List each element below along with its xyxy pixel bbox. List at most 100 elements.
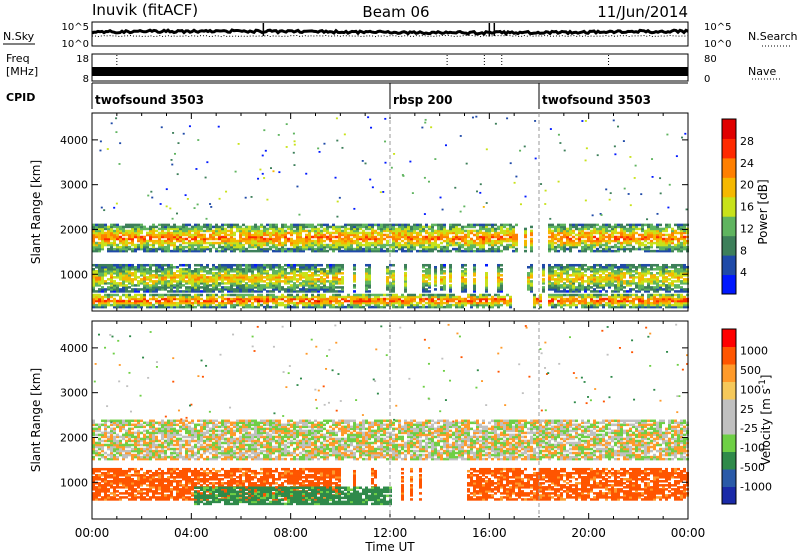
power-cell (347, 305, 350, 309)
power-cell (434, 305, 437, 309)
power-cell (302, 293, 305, 297)
power-cell (101, 274, 104, 277)
power-cell (599, 295, 602, 299)
power-cell (557, 293, 560, 297)
power-cell (137, 233, 140, 237)
power-cell (149, 305, 152, 309)
power-cell (263, 280, 266, 283)
power-cell (638, 227, 641, 231)
power-cell (320, 301, 323, 305)
power-cell (446, 231, 449, 235)
power-cell (251, 233, 254, 237)
power-cell (110, 299, 113, 303)
power-cell (131, 284, 134, 287)
power-cell (488, 237, 491, 241)
power-cell (524, 243, 527, 247)
power-cell (155, 284, 158, 287)
power-cell (335, 265, 338, 269)
power-cell (338, 239, 341, 243)
power-cell (239, 278, 242, 281)
power-cell (299, 263, 302, 267)
power-cell (575, 243, 578, 247)
power-cell (344, 223, 347, 227)
power-cell (311, 247, 314, 251)
power-cell (461, 227, 464, 231)
power-cell (638, 265, 641, 269)
power-cell (101, 229, 104, 233)
power-cell (338, 270, 341, 273)
power-cell (434, 245, 437, 249)
power-cell (299, 274, 302, 277)
power-cell (332, 286, 335, 289)
power-cell (164, 263, 167, 267)
power-cell (485, 284, 488, 287)
power-cell (428, 270, 431, 273)
power-cell (611, 229, 614, 233)
power-cell (308, 225, 311, 229)
power-cell (635, 272, 638, 275)
power-cell (623, 297, 626, 301)
power-cell (668, 297, 671, 301)
power-cell (281, 241, 284, 245)
power-cell (260, 280, 263, 283)
power-cell (368, 299, 371, 303)
power-cell (269, 295, 272, 299)
power-cell (647, 303, 650, 307)
power-cell (314, 231, 317, 235)
power-cell (299, 301, 302, 305)
power-cell (197, 303, 200, 307)
power-cell (497, 290, 500, 293)
power-cell (92, 247, 95, 251)
power-cell (170, 301, 173, 305)
power-cell (359, 243, 362, 247)
power-cell (488, 227, 491, 231)
power-cell (293, 239, 296, 243)
power-cell (302, 276, 305, 279)
power-cell (455, 227, 458, 231)
power-cell (497, 295, 500, 299)
power-cell (356, 239, 359, 243)
power-cell (248, 290, 251, 293)
power-cell (587, 239, 590, 243)
power-cell (485, 237, 488, 241)
power-cell (644, 237, 647, 241)
power-cell (311, 223, 314, 227)
power-cell (395, 299, 398, 303)
power-cell (176, 297, 179, 301)
power-cell (548, 299, 551, 303)
power-cell (257, 267, 260, 271)
power-cell (272, 272, 275, 275)
power-cell (632, 247, 635, 251)
power-cell (143, 301, 146, 305)
power-cell (155, 272, 158, 275)
power-cell (659, 301, 662, 305)
power-cell (458, 303, 461, 307)
power-cell (131, 241, 134, 245)
power-cell (602, 303, 605, 307)
power-cell (296, 227, 299, 231)
power-cell (338, 229, 341, 233)
power-cell (299, 267, 302, 271)
power-cell (425, 297, 428, 301)
power-cell (308, 270, 311, 273)
power-cell (608, 249, 611, 253)
power-cell (635, 286, 638, 289)
power-cell (344, 245, 347, 249)
power-cell (581, 239, 584, 243)
power-cell (365, 233, 368, 237)
power-cell (494, 303, 497, 307)
power-cell (365, 235, 368, 239)
power-cell (212, 245, 215, 249)
power-cell (362, 249, 365, 253)
power-cell (233, 278, 236, 281)
power-cell (248, 233, 251, 237)
power-cell (155, 286, 158, 289)
power-cell (479, 249, 482, 253)
power-cell (497, 239, 500, 243)
power-cell (470, 239, 473, 243)
power-cell (338, 278, 341, 281)
power-cell (638, 233, 641, 237)
power-cell (530, 284, 533, 287)
power-cell (107, 295, 110, 299)
power-cell (287, 301, 290, 305)
